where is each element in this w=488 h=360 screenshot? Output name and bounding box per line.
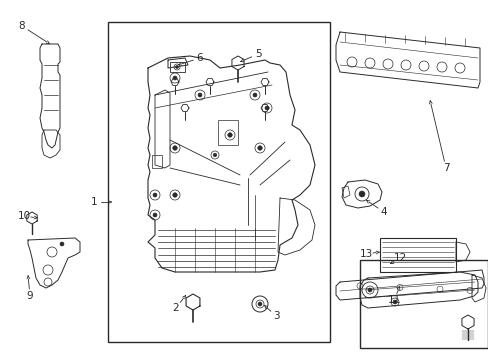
- Bar: [218, 120, 238, 145]
- Circle shape: [173, 76, 177, 80]
- Text: 3: 3: [272, 311, 279, 321]
- Circle shape: [213, 153, 216, 157]
- Circle shape: [198, 93, 202, 97]
- Circle shape: [60, 242, 64, 246]
- Text: 11: 11: [386, 295, 400, 305]
- Bar: [108, 22, 329, 342]
- Circle shape: [252, 93, 257, 97]
- Circle shape: [392, 300, 396, 304]
- Circle shape: [172, 146, 177, 150]
- Bar: [170, 62, 184, 72]
- Bar: [152, 155, 162, 168]
- Text: 1: 1: [90, 197, 97, 207]
- Text: 8: 8: [19, 21, 25, 31]
- Bar: [379, 238, 455, 272]
- Text: 6: 6: [196, 53, 203, 63]
- Text: 5: 5: [254, 49, 261, 59]
- Bar: [359, 260, 487, 348]
- Text: 4: 4: [380, 207, 386, 217]
- Circle shape: [227, 133, 232, 137]
- Circle shape: [264, 106, 268, 110]
- Text: 2: 2: [172, 303, 179, 313]
- Circle shape: [153, 213, 157, 217]
- Circle shape: [358, 191, 364, 197]
- Text: 12: 12: [392, 253, 406, 263]
- Circle shape: [175, 66, 178, 68]
- Circle shape: [258, 302, 262, 306]
- Text: 13: 13: [359, 249, 372, 259]
- Circle shape: [257, 146, 262, 150]
- Circle shape: [367, 288, 371, 292]
- Text: 7: 7: [442, 163, 448, 173]
- Text: 10: 10: [18, 211, 30, 221]
- Text: 9: 9: [27, 291, 33, 301]
- Circle shape: [172, 193, 177, 197]
- Circle shape: [153, 193, 157, 197]
